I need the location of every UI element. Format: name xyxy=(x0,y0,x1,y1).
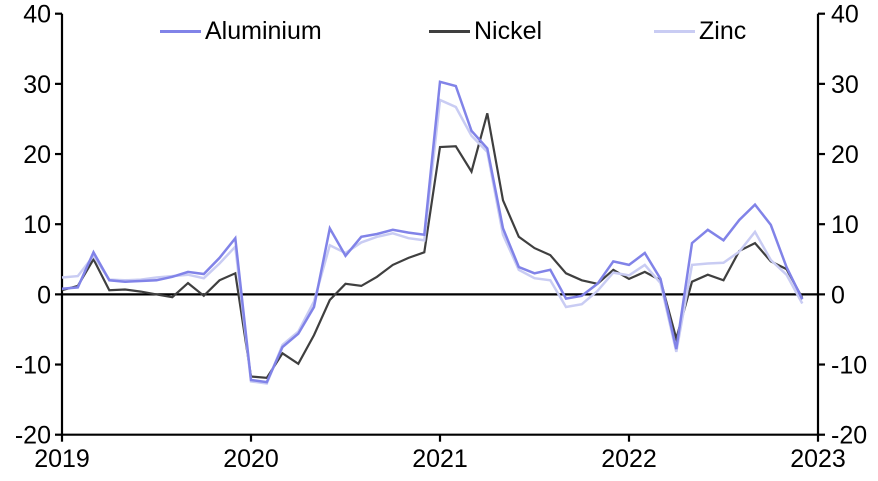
legend-label-nickel: Nickel xyxy=(474,16,543,45)
y-axis-tick-label-right: 0 xyxy=(831,281,845,309)
legend-label-zinc: Zinc xyxy=(699,16,747,45)
y-axis-tick-label-right: -20 xyxy=(831,422,867,450)
y-axis-tick-label-left: 0 xyxy=(37,281,51,309)
nickel-line-swatch xyxy=(429,29,470,33)
y-axis-tick-label-left: 30 xyxy=(23,71,51,99)
y-axis-tick-label-left: 20 xyxy=(23,141,51,169)
chart-legend: Aluminium Nickel Zinc xyxy=(0,17,878,45)
x-axis-tick-label: 2023 xyxy=(790,445,846,473)
x-axis-tick-label: 2022 xyxy=(601,445,657,473)
y-axis-tick-label-right: -10 xyxy=(831,352,867,380)
y-axis-tick-label-right: 20 xyxy=(831,141,859,169)
y-axis-tick-label-right: 40 xyxy=(831,1,859,29)
x-axis-tick-label: 2019 xyxy=(34,445,90,473)
y-axis-tick-label-left: 40 xyxy=(23,1,51,29)
legend-item-nickel: Nickel xyxy=(429,17,542,45)
y-axis-tick-label-right: 30 xyxy=(831,71,859,99)
x-axis-tick-label: 2020 xyxy=(223,445,279,473)
y-axis-tick-label-right: 10 xyxy=(831,211,859,239)
legend-item-aluminium: Aluminium xyxy=(160,17,322,45)
y-axis-tick-label-left: 10 xyxy=(23,211,51,239)
series-line-zinc xyxy=(61,98,804,385)
legend-label-aluminium: Aluminium xyxy=(205,16,322,45)
y-axis-tick-label-left: -20 xyxy=(15,422,51,450)
x-axis-tick-label: 2021 xyxy=(412,445,468,473)
aluminium-line-swatch xyxy=(160,29,201,33)
legend-item-zinc: Zinc xyxy=(654,17,746,45)
y-axis-tick-label-left: -10 xyxy=(15,352,51,380)
zinc-line-swatch xyxy=(654,29,695,33)
series-line-aluminium xyxy=(61,80,804,384)
